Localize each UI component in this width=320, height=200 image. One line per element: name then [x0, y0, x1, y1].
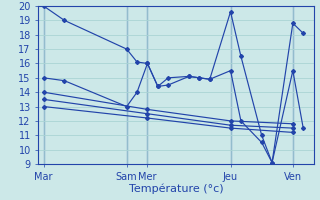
X-axis label: Température (°c): Température (°c): [129, 183, 223, 194]
